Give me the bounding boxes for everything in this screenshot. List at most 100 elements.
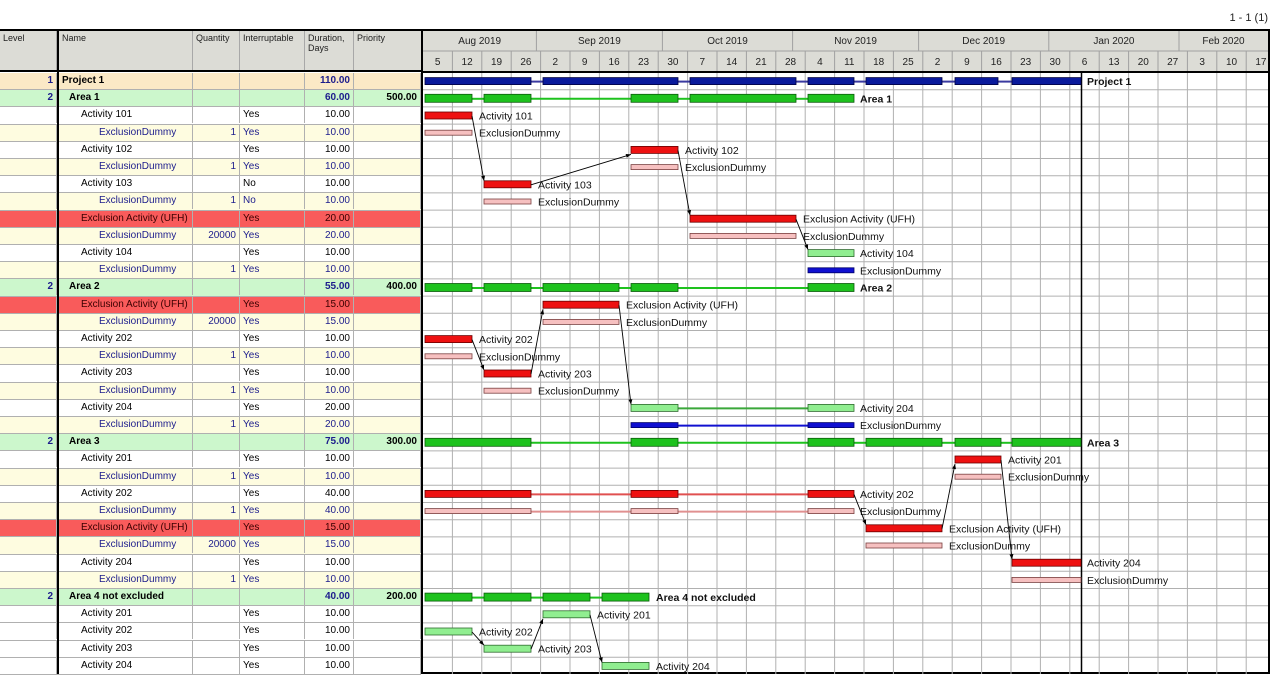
column-header-priority[interactable]: Priority [357, 33, 386, 43]
gantt-bar[interactable]: Exclusion Activity (UFH) [689, 214, 915, 226]
duration-cell[interactable]: 10.00 [305, 606, 354, 623]
table-row[interactable]: Activity 202 Yes 10.00 [0, 331, 421, 349]
name-cell[interactable]: Area 2 [59, 279, 193, 296]
interruptable-cell[interactable]: Yes [240, 159, 305, 175]
name-cell[interactable]: Activity 201 [59, 606, 193, 623]
duration-cell[interactable]: 20.00 [305, 417, 354, 433]
duration-cell[interactable]: 10.00 [305, 262, 354, 279]
gantt-bar[interactable]: Activity 202 [424, 627, 533, 639]
gantt-bar[interactable]: Activity 204 [630, 403, 914, 415]
name-cell[interactable]: ExclusionDummy [59, 417, 193, 433]
interruptable-cell[interactable]: Yes [240, 399, 305, 416]
table-row[interactable]: ExclusionDummy 1 Yes 20.00 [0, 417, 421, 435]
table-row[interactable]: Activity 204 Yes 10.00 [0, 657, 421, 675]
column-header-quantity[interactable]: Quantity [193, 31, 240, 70]
interruptable-cell[interactable] [240, 434, 305, 451]
table-row[interactable]: Exclusion Activity (UFH) Yes 15.00 [0, 296, 421, 314]
name-cell[interactable]: ExclusionDummy [59, 348, 193, 365]
name-cell[interactable]: ExclusionDummy [59, 468, 193, 485]
duration-cell[interactable]: 10.00 [305, 348, 354, 365]
duration-cell[interactable]: 10.00 [305, 176, 354, 193]
gantt-bar[interactable]: ExclusionDummy [865, 541, 1031, 553]
quantity-cell[interactable] [193, 279, 240, 296]
interruptable-cell[interactable]: No [240, 193, 305, 210]
interruptable-cell[interactable]: Yes [240, 468, 305, 485]
level-cell[interactable]: 2 [0, 90, 57, 107]
quantity-cell[interactable] [193, 141, 240, 158]
quantity-cell[interactable]: 1 [193, 262, 240, 279]
table-row[interactable]: ExclusionDummy 1 Yes 10.00 [0, 382, 421, 400]
quantity-cell[interactable] [193, 606, 240, 623]
interruptable-cell[interactable]: Yes [240, 313, 305, 330]
duration-cell[interactable]: 10.00 [305, 657, 354, 674]
duration-cell[interactable]: 10.00 [305, 159, 354, 175]
priority-cell[interactable] [354, 485, 421, 502]
table-row[interactable]: ExclusionDummy 1 Yes 10.00 [0, 124, 421, 142]
quantity-cell[interactable] [193, 485, 240, 502]
interruptable-cell[interactable]: Yes [240, 210, 305, 227]
interruptable-cell[interactable]: Yes [240, 348, 305, 365]
name-cell[interactable]: ExclusionDummy [59, 503, 193, 519]
level-cell[interactable]: 1 [0, 73, 57, 89]
level-cell[interactable] [0, 331, 57, 347]
duration-cell[interactable]: 40.00 [305, 503, 354, 519]
level-cell[interactable] [0, 365, 57, 382]
level-cell[interactable] [0, 485, 57, 502]
gantt-bar[interactable]: Activity 202 [424, 334, 533, 346]
table-row[interactable]: 2 Area 4 not excluded 40.00 200.00 [0, 589, 421, 607]
level-cell[interactable]: 2 [0, 589, 57, 605]
priority-cell[interactable]: 400.00 [354, 279, 421, 296]
quantity-cell[interactable] [193, 623, 240, 640]
priority-cell[interactable] [354, 348, 421, 365]
interruptable-cell[interactable] [240, 589, 305, 605]
quantity-cell[interactable] [193, 554, 240, 571]
name-cell[interactable]: ExclusionDummy [59, 124, 193, 141]
level-cell[interactable] [0, 640, 57, 657]
interruptable-cell[interactable]: Yes [240, 520, 305, 537]
priority-cell[interactable] [354, 210, 421, 227]
priority-cell[interactable] [354, 159, 421, 175]
level-cell[interactable] [0, 554, 57, 571]
priority-cell[interactable] [354, 468, 421, 485]
table-row[interactable]: Activity 203 Yes 10.00 [0, 640, 421, 658]
interruptable-cell[interactable]: Yes [240, 640, 305, 657]
priority-cell[interactable] [354, 141, 421, 158]
quantity-cell[interactable]: 1 [193, 417, 240, 433]
quantity-cell[interactable] [193, 399, 240, 416]
gantt-bar[interactable]: ExclusionDummy [630, 420, 942, 432]
quantity-cell[interactable]: 20000 [193, 313, 240, 330]
column-header-name[interactable]: Name [59, 31, 193, 70]
interruptable-cell[interactable]: Yes [240, 554, 305, 571]
level-cell[interactable]: 2 [0, 279, 57, 296]
level-cell[interactable] [0, 382, 57, 399]
interruptable-cell[interactable]: No [240, 176, 305, 193]
duration-cell[interactable]: 40.00 [305, 485, 354, 502]
column-header-duration[interactable]: Duration, Days [305, 31, 354, 70]
table-row[interactable]: Activity 204 Yes 20.00 [0, 399, 421, 417]
name-cell[interactable]: Area 4 not excluded [59, 589, 193, 605]
name-cell[interactable]: ExclusionDummy [59, 313, 193, 330]
name-cell[interactable]: ExclusionDummy [59, 262, 193, 279]
level-cell[interactable] [0, 313, 57, 330]
interruptable-cell[interactable] [240, 90, 305, 107]
gantt-bar[interactable]: Activity 103 [483, 179, 592, 191]
priority-cell[interactable]: 500.00 [354, 90, 421, 107]
quantity-cell[interactable]: 1 [193, 159, 240, 175]
interruptable-cell[interactable]: Yes [240, 382, 305, 399]
duration-cell[interactable]: 10.00 [305, 623, 354, 640]
name-cell[interactable]: Activity 103 [59, 176, 193, 193]
duration-cell[interactable]: 75.00 [305, 434, 354, 451]
gantt-bar[interactable]: Activity 203 [483, 369, 592, 381]
interruptable-cell[interactable]: Yes [240, 141, 305, 158]
quantity-cell[interactable]: 1 [193, 468, 240, 485]
table-row[interactable]: 2 Area 2 55.00 400.00 [0, 279, 421, 297]
name-cell[interactable]: Exclusion Activity (UFH) [59, 520, 193, 537]
priority-cell[interactable] [354, 331, 421, 347]
quantity-cell[interactable] [193, 640, 240, 657]
gantt-bar[interactable]: ExclusionDummy [483, 386, 620, 398]
interruptable-cell[interactable]: Yes [240, 107, 305, 124]
table-row[interactable]: ExclusionDummy 1 Yes 10.00 [0, 262, 421, 280]
duration-cell[interactable]: 15.00 [305, 296, 354, 313]
duration-cell[interactable]: 10.00 [305, 107, 354, 124]
level-cell[interactable] [0, 537, 57, 554]
